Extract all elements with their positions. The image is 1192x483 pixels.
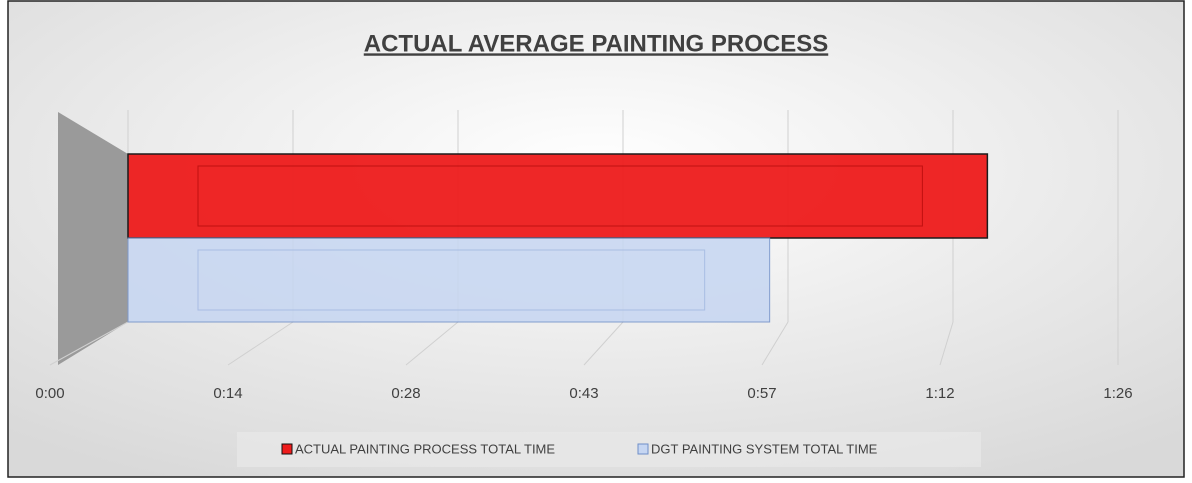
bar [127,153,989,239]
bar-inner [197,165,923,227]
floor-line [405,321,459,366]
legend-label: DGT PAINTING SYSTEM TOTAL TIME [651,441,878,456]
x-tick-label: 0:57 [747,385,776,402]
x-tick-label: 0:43 [569,385,598,402]
bar-inner [197,249,706,311]
floor-line [761,321,789,366]
bar [127,237,771,323]
floor-line [583,321,624,366]
x-tick-label: 1:12 [925,385,954,402]
x-tick-label: 0:14 [213,385,242,402]
chart-title: ACTUAL AVERAGE PAINTING PROCESS [364,30,828,57]
legend-box [237,432,981,467]
legend-label: ACTUAL PAINTING PROCESS TOTAL TIME [295,441,555,456]
x-tick-label: 0:28 [391,385,420,402]
legend-marker [281,443,293,455]
floor-line [939,321,954,366]
legend-marker [637,443,649,455]
x-tick-label: 1:26 [1103,385,1132,402]
side-wall [58,112,128,365]
floor-line [49,321,129,366]
floor-line [227,321,294,366]
x-tick-label: 0:00 [35,385,64,402]
